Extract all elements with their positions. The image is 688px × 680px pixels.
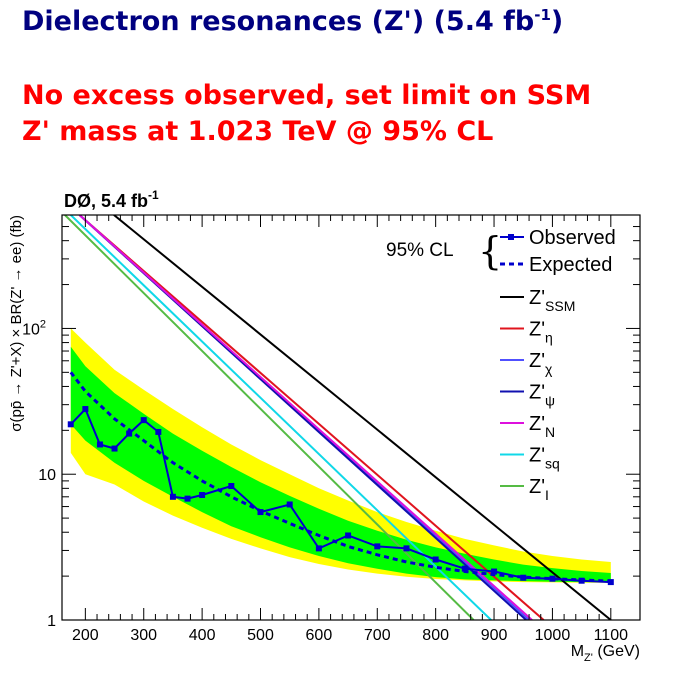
y-tick-label: 102 xyxy=(22,318,46,338)
observed-point xyxy=(345,532,352,539)
legend-model-label-chi: Z'χ xyxy=(529,350,553,377)
legend-brace: { xyxy=(478,229,502,273)
x-tick-label: 500 xyxy=(247,627,274,644)
legend-model-sub: χ xyxy=(545,361,553,377)
slide-title-end: ) xyxy=(550,6,564,37)
observed-point xyxy=(169,493,176,500)
observed-point xyxy=(96,441,103,448)
legend-model-label-ssm: Z'SSM xyxy=(529,287,575,314)
observed-point xyxy=(82,406,89,413)
legend-model-label-n: Z'N xyxy=(529,413,555,440)
observed-point xyxy=(403,545,410,552)
model-line-i xyxy=(64,215,475,620)
slide-title: Dielectron resonances (Z') (5.4 fb-1) xyxy=(22,6,563,37)
legend-model-sub: N xyxy=(545,424,555,440)
legend-model-sub: I xyxy=(545,487,549,503)
observed-point xyxy=(374,543,381,550)
band-2sigma xyxy=(70,328,611,583)
model-line-ssm xyxy=(113,215,612,620)
x-tick-label: 1000 xyxy=(535,627,571,644)
observed-point xyxy=(578,577,585,584)
y-axis-label: σ(pp̄ → Z'+X) × BR(Z' → ee) (fb) xyxy=(8,215,25,432)
x-tick-label: 300 xyxy=(130,627,157,644)
legend-model-label-eta: Z'η xyxy=(529,319,553,346)
observed-point xyxy=(155,428,162,435)
legend-model-label-sq: Z'sq xyxy=(529,445,560,472)
y-tick-label-sup: 2 xyxy=(40,318,46,330)
band-1sigma xyxy=(70,346,611,583)
observed-point xyxy=(257,509,264,516)
legend-model-sub: ψ xyxy=(545,393,555,409)
legend-model-sub: SSM xyxy=(545,298,575,314)
x-tick-label: 600 xyxy=(306,627,333,644)
slide-title-main: Dielectron resonances (Z') (5.4 fb xyxy=(22,6,535,37)
plot-area xyxy=(64,215,614,620)
experiment-label: DØ, 5.4 fb-1 xyxy=(64,188,159,211)
observed-point xyxy=(549,575,556,582)
y-tick-label: 1 xyxy=(47,613,56,630)
x-tick-label: 400 xyxy=(189,627,216,644)
legend-observed-label: Observed xyxy=(529,227,616,249)
y-tick-label: 10 xyxy=(38,467,56,484)
x-tick-label: 700 xyxy=(364,627,391,644)
legend-model-sub: sq xyxy=(545,456,560,472)
observed-point xyxy=(520,574,527,581)
slide-title-sup: -1 xyxy=(534,6,551,24)
observed-point xyxy=(184,495,191,502)
plot-frame xyxy=(61,214,641,621)
x-axis-label-unit: (GeV) xyxy=(593,643,640,660)
result-headline-line1: No excess observed, set limit on SSM xyxy=(22,80,592,111)
legend-model-label-i: Z'I xyxy=(529,476,549,503)
x-tick-label: 900 xyxy=(481,627,508,644)
legend-cl-label: 95% CL xyxy=(386,240,454,261)
observed-point xyxy=(111,445,118,452)
model-line-n xyxy=(78,215,533,620)
x-axis-label: MZ' (GeV) xyxy=(571,643,640,664)
legend-observed-marker xyxy=(508,234,514,240)
observed-point xyxy=(228,483,235,490)
x-tick-label: 800 xyxy=(422,627,449,644)
observed-point xyxy=(432,556,439,563)
x-tick-label: 200 xyxy=(72,627,99,644)
observed-point xyxy=(286,501,293,508)
legend-expected-label: Expected xyxy=(529,254,612,276)
x-tick-label: 1100 xyxy=(594,627,629,644)
model-line-eta xyxy=(78,215,545,620)
observed-point xyxy=(199,492,206,499)
observed-point xyxy=(140,417,147,424)
observed-point xyxy=(607,579,614,586)
observed-point xyxy=(491,568,498,575)
model-line-sq xyxy=(70,215,492,620)
observed-point xyxy=(126,430,133,437)
observed-point xyxy=(461,565,468,572)
legend-model-label-psi: Z'ψ xyxy=(529,382,555,409)
observed-point xyxy=(315,545,322,552)
result-headline-line2: Z' mass at 1.023 TeV @ 95% CL xyxy=(22,116,494,147)
x-axis-label-sub: Z' xyxy=(584,652,593,664)
experiment-label-sup: -1 xyxy=(148,188,159,202)
legend-model-sub: η xyxy=(545,330,553,346)
observed-point xyxy=(67,421,74,428)
